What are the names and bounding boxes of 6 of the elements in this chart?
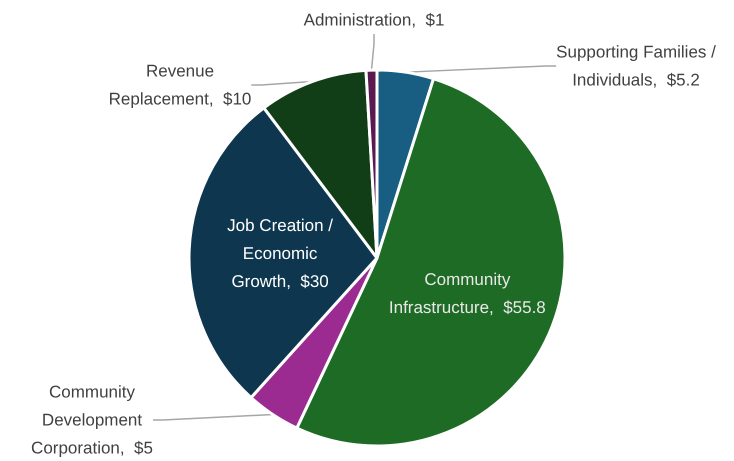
slice-label: Supporting Families / Individuals, $5.2 <box>556 42 716 90</box>
slice-label: Community Development Corporation, $5 <box>31 382 153 458</box>
slice-label: Administration, $1 <box>304 10 444 30</box>
slice-label: Revenue Replacement, $10 <box>108 62 252 108</box>
slice-label: Job Creation / Economic Growth, $30 <box>227 216 334 292</box>
slice-label: Community Infrastructure, $55.8 <box>388 270 546 317</box>
